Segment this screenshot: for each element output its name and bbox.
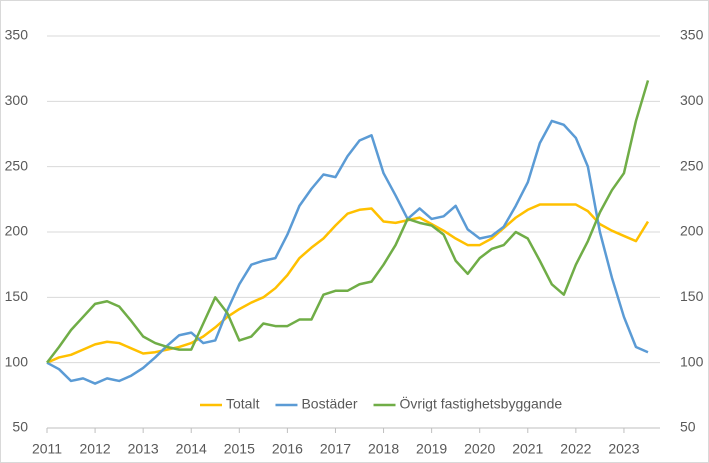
x-tick-label: 2019	[416, 441, 447, 457]
x-tick-label: 2023	[608, 441, 639, 457]
y-tick-label: 100	[5, 353, 29, 369]
x-tick-label: 2022	[560, 441, 591, 457]
y-tick-label: 200	[5, 223, 29, 239]
y2-tick-label: 50	[680, 419, 696, 435]
x-tick-label: 2013	[128, 441, 159, 457]
y-tick-label: 350	[5, 27, 29, 43]
y-tick-label: 50	[12, 419, 28, 435]
x-tick-label: 2021	[512, 441, 543, 457]
legend-label: Bostäder	[301, 396, 357, 412]
x-tick-label: 2014	[176, 441, 207, 457]
x-tick-label: 2017	[320, 441, 351, 457]
legend-label: Totalt	[226, 396, 260, 412]
x-tick-label: 2011	[32, 441, 62, 457]
legend-label: Övrigt fastighetsbyggande	[400, 395, 563, 412]
y-tick-label: 150	[5, 288, 29, 304]
y2-tick-label: 150	[680, 288, 704, 304]
data-line	[46, 119, 649, 385]
data-line	[46, 203, 650, 364]
y-tick-label: 250	[5, 157, 29, 173]
y-tick-label: 300	[5, 92, 29, 108]
x-tick-label: 2018	[368, 441, 399, 457]
x-tick-label: 2012	[80, 441, 111, 457]
y2-tick-label: 350	[680, 27, 704, 43]
y2-tick-label: 100	[680, 353, 704, 369]
y2-tick-label: 250	[680, 157, 704, 173]
y2-tick-label: 200	[680, 223, 704, 239]
data-line	[46, 80, 650, 364]
x-tick-label: 2020	[464, 441, 495, 457]
x-tick-label: 2015	[224, 441, 255, 457]
x-tick-label: 2016	[272, 441, 303, 457]
y2-tick-label: 300	[680, 92, 704, 108]
